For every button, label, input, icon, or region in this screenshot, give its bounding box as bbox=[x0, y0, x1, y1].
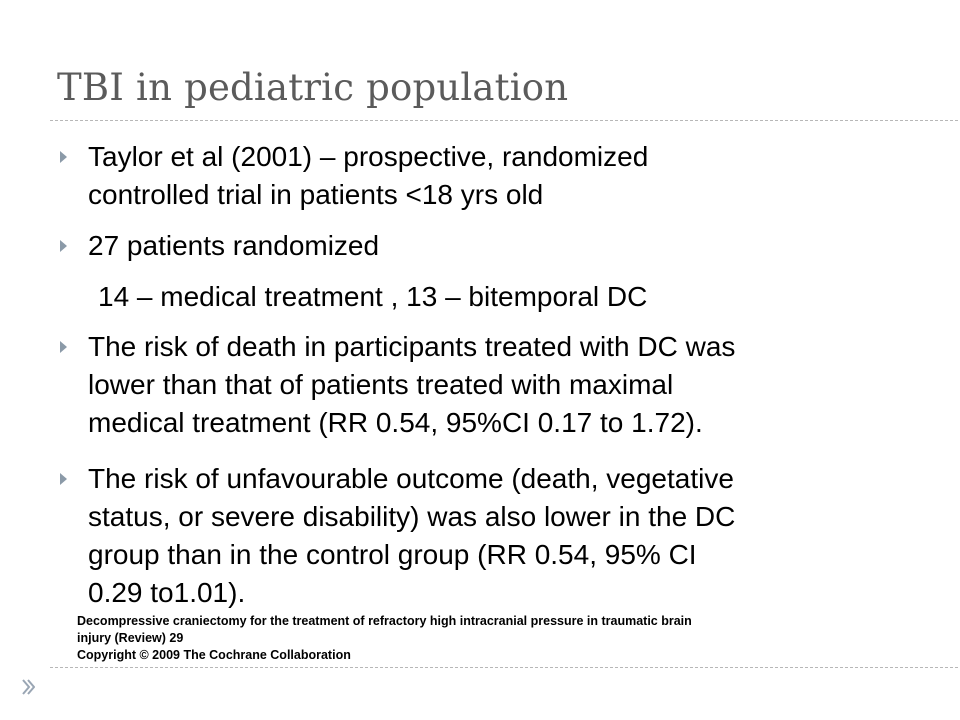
bullet-line: The risk of unfavourable outcome (death,… bbox=[88, 463, 734, 494]
double-chevron-right-icon bbox=[22, 679, 35, 695]
bullet-line: controlled trial in patients <18 yrs old bbox=[88, 179, 544, 210]
bullet-line: 0.29 to1.01). bbox=[88, 577, 246, 608]
bullet-line: lower than that of patients treated with… bbox=[88, 369, 674, 400]
bullet-line: Taylor et al (2001) – prospective, rando… bbox=[88, 141, 649, 172]
bullet-item: The risk of unfavourable outcome (death,… bbox=[88, 460, 928, 612]
triangle-right-icon bbox=[60, 151, 67, 163]
citation-line: injury (Review) 29 bbox=[77, 631, 184, 645]
triangle-right-icon bbox=[60, 473, 67, 485]
bullet-line: status, or severe disability) was also l… bbox=[88, 501, 736, 532]
sub-line: 14 – medical treatment , 13 – bitemporal… bbox=[98, 281, 648, 312]
citation-line: Decompressive craniectomy for the treatm… bbox=[77, 614, 692, 628]
bullet-item: The risk of death in participants treate… bbox=[88, 328, 928, 442]
footer-divider bbox=[50, 667, 960, 668]
bullet-line: medical treatment (RR 0.54, 95%CI 0.17 t… bbox=[88, 407, 703, 438]
bullet-line: group than in the control group (RR 0.54… bbox=[88, 539, 697, 570]
slide-title: TBI in pediatric population bbox=[57, 66, 569, 109]
bullet-line: 27 patients randomized bbox=[88, 230, 380, 261]
triangle-right-icon bbox=[60, 341, 67, 353]
bullet-item: Taylor et al (2001) – prospective, rando… bbox=[88, 138, 928, 214]
title-divider bbox=[50, 120, 960, 121]
bullet-line: The risk of death in participants treate… bbox=[88, 331, 736, 362]
triangle-right-icon bbox=[60, 240, 67, 252]
bullet-item: 27 patients randomized bbox=[88, 227, 928, 265]
copyright-line: Copyright © 2009 The Cochrane Collaborat… bbox=[77, 648, 351, 662]
citation-caption: Decompressive craniectomy for the treatm… bbox=[77, 613, 917, 664]
